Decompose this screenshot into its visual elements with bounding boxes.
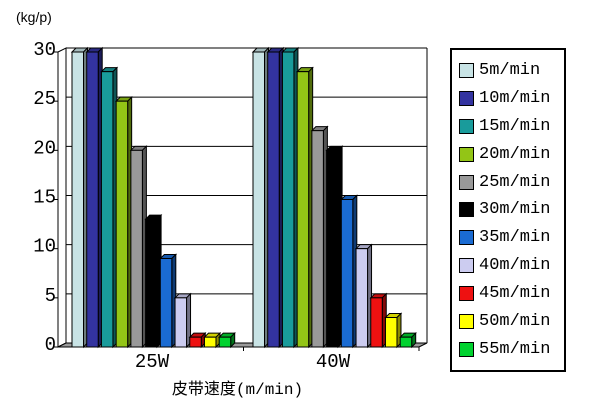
legend-label: 10m/min (479, 88, 551, 108)
legend-label: 15m/min (479, 116, 551, 136)
legend-swatch (459, 174, 474, 190)
bar-25W-20m/min (115, 100, 129, 348)
legend-item: 20m/min (459, 145, 562, 164)
bar-25W-25m/min (130, 149, 143, 348)
legend-label: 50m/min (479, 312, 551, 332)
legend-swatch (459, 230, 474, 246)
legend-item: 35m/min (459, 228, 562, 247)
bar-40W-25m/min (311, 130, 324, 348)
bar-40W-10m/min (267, 51, 280, 348)
bar-40W-15m/min (281, 51, 295, 348)
legend-item: 25m/min (459, 173, 562, 192)
y-tick-label: 20 (33, 137, 56, 159)
bar-40W-45m/min (370, 297, 383, 348)
bar-25W-15m/min (100, 71, 114, 348)
legend-label: 55m/min (479, 339, 551, 359)
bar-25W-55m/min (218, 336, 232, 348)
x-category-label-40w: 40W (315, 351, 351, 373)
legend-swatch (459, 341, 474, 357)
bar-40W-5m/min (252, 51, 265, 348)
bar-25W-35m/min (159, 258, 173, 348)
bar-40W-50m/min (384, 317, 398, 348)
bar-25W-45m/min (189, 336, 202, 348)
bar-40W-35m/min (340, 199, 354, 348)
legend-item: 15m/min (459, 117, 562, 136)
bar-40W-55m/min (399, 336, 413, 348)
legend-swatch (459, 118, 474, 134)
x-category-label-25w: 25W (134, 351, 170, 373)
legend-label: 25m/min (479, 172, 551, 192)
legend-swatch (459, 62, 474, 78)
legend-label: 30m/min (479, 200, 551, 220)
bar-25W-10m/min (86, 51, 99, 348)
legend-label: 45m/min (479, 284, 551, 304)
legend: 5m/min 10m/min 15m/min 20m/min 25m/min 30m/mi… (450, 48, 566, 372)
bar-25W-5m/min (71, 51, 84, 348)
legend-item: 45m/min (459, 284, 562, 303)
bar-40W-20m/min (296, 71, 310, 348)
y-tick-label: 15 (33, 187, 56, 209)
legend-item: 10m/min (459, 89, 562, 108)
y-axis-unit-label: (kg/p) (16, 9, 52, 25)
legend-label: 5m/min (479, 60, 541, 80)
bar-25W-40m/min (174, 297, 188, 348)
bar-40W-40m/min (355, 248, 369, 348)
legend-item: 50m/min (459, 312, 562, 331)
x-axis-title: 皮带速度(m/min) (171, 381, 304, 399)
legend-swatch (459, 202, 474, 218)
legend-label: 20m/min (479, 144, 551, 164)
bar-25W-50m/min (203, 336, 217, 348)
legend-label: 35m/min (479, 228, 551, 248)
y-tick-label: 30 (33, 39, 56, 61)
legend-swatch (459, 314, 474, 330)
y-tick-label: 5 (45, 285, 56, 307)
legend-swatch (459, 258, 474, 274)
bar-25W-30m/min (145, 218, 158, 348)
y-tick-label: 25 (33, 88, 56, 110)
y-tick-label: 0 (45, 334, 56, 356)
legend-label: 40m/min (479, 256, 551, 276)
legend-swatch (459, 286, 474, 302)
legend-item: 40m/min (459, 256, 562, 275)
legend-item: 55m/min (459, 340, 562, 359)
legend-swatch (459, 90, 474, 106)
y-tick-label: 10 (33, 236, 56, 258)
legend-item: 5m/min (459, 61, 562, 80)
legend-item: 30m/min (459, 200, 562, 219)
legend-swatch (459, 146, 474, 162)
axis-wall (57, 47, 67, 348)
bar-40W-30m/min (326, 149, 339, 348)
